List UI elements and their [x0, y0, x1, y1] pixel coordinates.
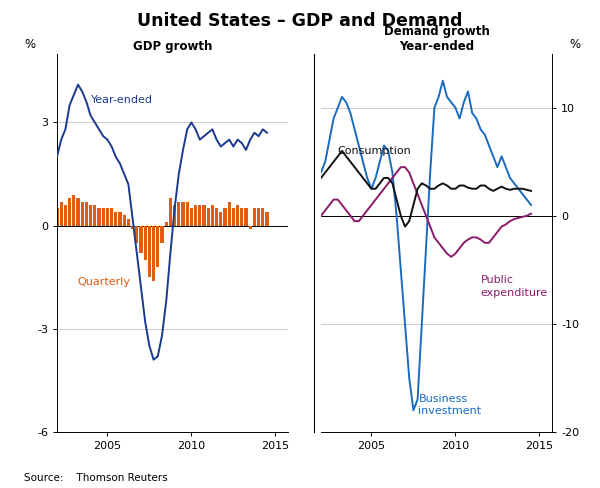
Bar [114, 212, 118, 225]
Bar [190, 208, 193, 225]
Text: Quarterly: Quarterly [77, 277, 130, 287]
Bar [244, 208, 248, 225]
Bar [101, 208, 105, 225]
Bar [55, 208, 59, 225]
Bar [261, 208, 265, 225]
Bar [152, 225, 155, 281]
Bar [206, 208, 210, 225]
Bar [80, 202, 84, 225]
Bar [181, 202, 185, 225]
Bar [198, 205, 202, 225]
Bar [223, 208, 227, 225]
Title: GDP growth: GDP growth [133, 40, 212, 53]
Bar [131, 225, 134, 229]
Bar [160, 225, 164, 243]
Bar [139, 225, 143, 253]
Bar [219, 212, 223, 225]
Bar [240, 208, 244, 225]
Bar [106, 208, 109, 225]
Bar [185, 202, 189, 225]
Bar [89, 205, 92, 225]
Bar [215, 208, 218, 225]
Text: %: % [569, 38, 581, 51]
Bar [177, 202, 181, 225]
Text: United States – GDP and Demand: United States – GDP and Demand [137, 12, 463, 30]
Bar [169, 198, 172, 225]
Bar [68, 198, 71, 225]
Bar [118, 212, 122, 225]
Bar [156, 225, 160, 267]
Bar [227, 202, 231, 225]
Bar [135, 225, 139, 243]
Bar [127, 219, 130, 225]
Bar [85, 202, 88, 225]
Bar [64, 205, 67, 225]
Bar [76, 198, 80, 225]
Bar [164, 222, 168, 225]
Bar [236, 205, 239, 225]
Bar [72, 195, 76, 225]
Text: Business
investment: Business investment [418, 394, 482, 416]
Bar [93, 205, 97, 225]
Text: %: % [24, 38, 35, 51]
Bar [194, 205, 197, 225]
Text: Public
expenditure: Public expenditure [481, 275, 548, 298]
Bar [110, 208, 113, 225]
Bar [257, 208, 260, 225]
Bar [97, 208, 101, 225]
Text: Consumption: Consumption [338, 146, 412, 156]
Bar [148, 225, 151, 277]
Bar [253, 208, 256, 225]
Text: Source:    Thomson Reuters: Source: Thomson Reuters [24, 473, 167, 483]
Bar [211, 205, 214, 225]
Bar [173, 205, 176, 225]
Bar [265, 212, 269, 225]
Bar [143, 225, 147, 260]
Bar [59, 202, 63, 225]
Bar [122, 215, 126, 225]
Bar [202, 205, 206, 225]
Bar [232, 208, 235, 225]
Bar [248, 225, 252, 229]
Title: Demand growth
Year-ended: Demand growth Year-ended [383, 24, 490, 53]
Text: Year-ended: Year-ended [91, 95, 152, 105]
